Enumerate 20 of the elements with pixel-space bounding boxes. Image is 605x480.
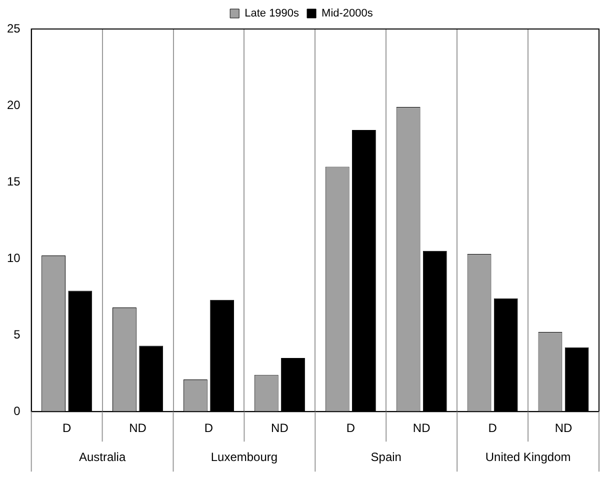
- x-tick-label: D: [488, 421, 498, 436]
- y-tick-label: 5: [14, 327, 21, 342]
- x-tick-label: ND: [412, 421, 431, 436]
- x-tick-label: D: [204, 421, 214, 436]
- x-tick-label: ND: [129, 421, 147, 436]
- text: Spain: [370, 450, 402, 464]
- y-tick-label: 10: [6, 250, 21, 265]
- text: United Kingdom: [485, 450, 571, 464]
- y-tick-label: 20: [6, 98, 21, 112]
- x-tick-label: D: [62, 421, 72, 436]
- x-tick-label: ND: [271, 421, 289, 436]
- legend-label: Late 1990s: [244, 8, 300, 20]
- text: Australia: [78, 450, 126, 464]
- y-tick-label: 15: [6, 174, 21, 188]
- legend-label: Mid-2000s: [322, 8, 374, 20]
- y-tick-label: 25: [6, 21, 21, 36]
- y-tick-label: 0: [14, 404, 21, 418]
- x-tick-label: D: [346, 421, 356, 436]
- x-tick-label: ND: [554, 421, 573, 436]
- text: Luxembourg: [210, 450, 278, 464]
